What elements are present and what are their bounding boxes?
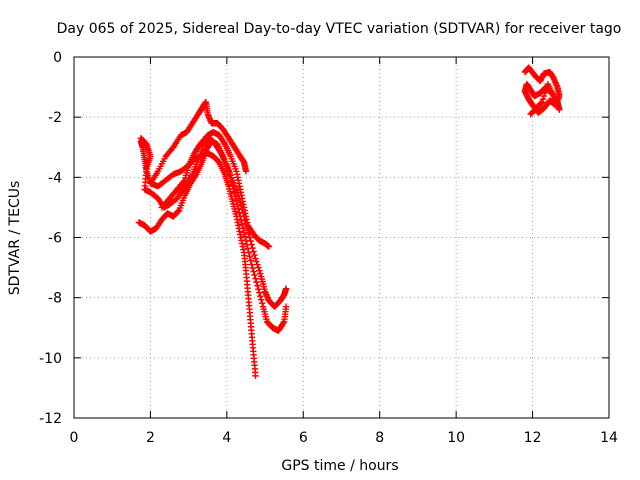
- data-point-marker: [240, 229, 248, 236]
- x-tick-label: 0: [70, 430, 79, 446]
- data-point-marker: [258, 296, 265, 303]
- data-point-marker: [228, 178, 235, 186]
- data-point-marker: [542, 86, 550, 94]
- data-point-marker: [252, 372, 259, 380]
- data-point-marker: [247, 257, 254, 264]
- data-point-marker: [254, 282, 261, 289]
- data-points: [135, 64, 563, 380]
- x-tick-label: 8: [375, 430, 384, 446]
- y-tick-label: -8: [48, 291, 62, 307]
- data-point-marker: [242, 168, 250, 175]
- data-point-marker: [233, 197, 240, 204]
- x-axis-label: GPS time / hours: [281, 458, 398, 474]
- data-point-marker: [234, 201, 241, 208]
- data-point-marker: [227, 175, 234, 182]
- data-point-marker: [528, 109, 535, 117]
- data-point-marker: [237, 217, 245, 224]
- data-point-marker: [251, 271, 258, 279]
- y-tick-label: -12: [39, 411, 62, 427]
- data-point-marker: [226, 171, 233, 179]
- data-point-marker: [249, 264, 256, 272]
- data-point-marker: [254, 261, 261, 268]
- y-tick-label: 0: [53, 50, 62, 66]
- data-point-marker: [230, 185, 237, 193]
- data-point-marker: [232, 193, 239, 200]
- data-point-marker: [225, 168, 232, 175]
- data-point-marker: [242, 237, 250, 244]
- chart-title: Day 065 of 2025, Sidereal Day-to-day VTE…: [57, 21, 622, 37]
- data-point-marker: [540, 92, 548, 100]
- y-tick-labels: 0 -2 -4 -6 -8 -10 -12: [39, 50, 62, 427]
- y-tick-label: -6: [48, 231, 62, 247]
- data-point-marker: [265, 243, 273, 250]
- data-point-marker: [544, 80, 552, 88]
- data-point-marker: [250, 248, 257, 255]
- data-point-marker: [257, 292, 264, 300]
- data-point-marker: [259, 299, 266, 307]
- data-point-marker: [174, 208, 182, 215]
- data-point-marker: [256, 289, 263, 296]
- x-tick-labels: 0 2 4 6 8 10 12 14: [70, 430, 618, 446]
- data-point-marker: [543, 83, 551, 91]
- data-point-marker: [251, 251, 258, 259]
- data-point-marker: [231, 189, 238, 196]
- y-tick-label: -4: [48, 170, 62, 186]
- data-point-marker: [248, 261, 255, 268]
- grid-lines: [74, 57, 609, 418]
- data-point-marker: [527, 110, 534, 118]
- y-axis-label: SDTVAR / TECUs: [7, 181, 23, 296]
- y-tick-label: -10: [39, 351, 62, 367]
- data-point-marker: [253, 258, 260, 265]
- x-tick-label: 14: [600, 430, 618, 446]
- data-point-marker: [539, 95, 547, 103]
- x-tick-label: 10: [447, 430, 465, 446]
- data-point-marker: [243, 241, 251, 248]
- data-point-marker: [235, 205, 242, 212]
- data-point-marker: [244, 245, 252, 252]
- data-point-marker: [236, 209, 243, 216]
- data-point-marker: [239, 225, 247, 232]
- tick-marks: [73, 56, 610, 419]
- data-point-marker: [252, 255, 259, 262]
- x-tick-label: 2: [146, 430, 155, 446]
- data-point-marker: [253, 278, 260, 286]
- data-point-marker: [541, 89, 549, 97]
- data-point-marker: [257, 270, 264, 277]
- data-point-marker: [238, 221, 246, 228]
- data-point-marker: [255, 264, 262, 271]
- x-tick-label: 4: [222, 430, 231, 446]
- data-point-marker: [246, 253, 253, 260]
- data-point-marker: [245, 249, 253, 256]
- data-point-marker: [282, 285, 290, 292]
- data-point-marker: [241, 233, 249, 240]
- data-point-marker: [252, 275, 259, 282]
- data-point-marker: [256, 267, 263, 274]
- y-tick-label: -2: [48, 110, 62, 126]
- x-tick-label: 12: [524, 430, 542, 446]
- data-point-marker: [255, 285, 262, 293]
- data-point-marker: [229, 182, 236, 189]
- data-point-marker: [250, 268, 257, 275]
- data-point-marker: [282, 303, 290, 310]
- data-point-marker: [246, 234, 253, 241]
- x-tick-label: 6: [299, 430, 308, 446]
- data-point-marker: [237, 213, 244, 220]
